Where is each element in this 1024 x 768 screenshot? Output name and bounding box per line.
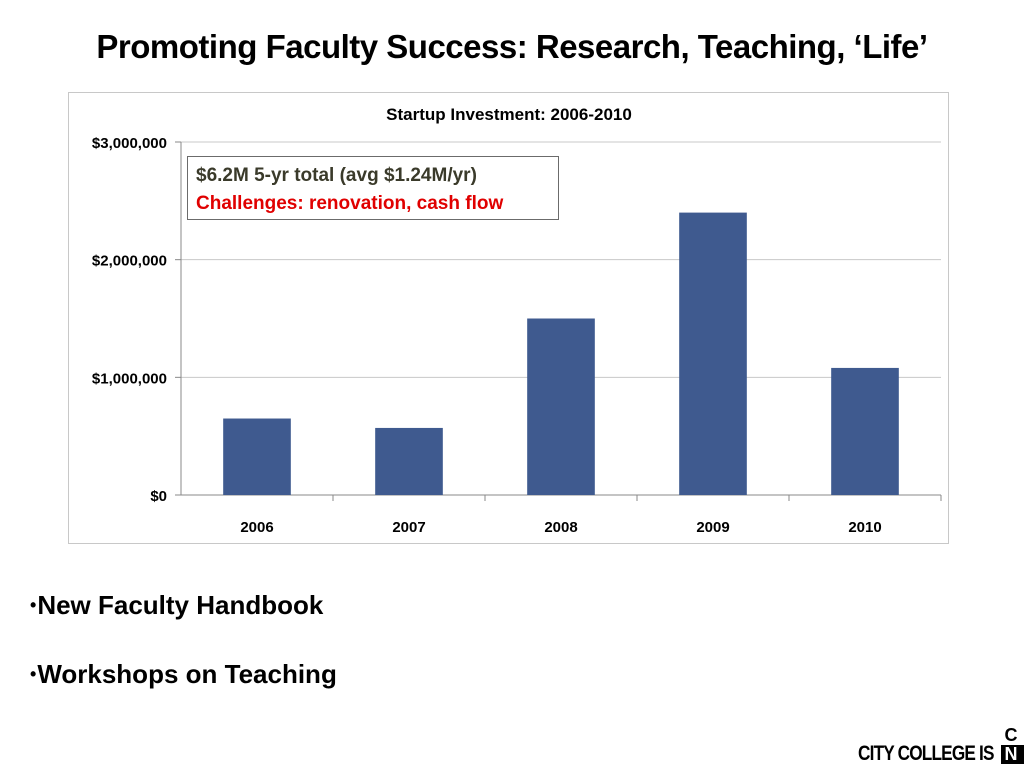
logo-mark-letter: N <box>1001 745 1021 764</box>
logo-mark-letter: C <box>1001 726 1021 745</box>
bar-chart: Startup Investment: 2006-2010 $0 $1,000,00… <box>92 105 942 536</box>
annotation-challenges: Challenges: renovation, cash flow <box>196 193 504 214</box>
bullet-item-workshops: Workshops on Teaching <box>30 659 337 690</box>
bar-2007 <box>375 427 443 495</box>
bar-2010 <box>831 367 899 495</box>
y-tick-label: $0 <box>150 488 167 505</box>
bullet-text: New Faculty Handbook <box>37 590 324 620</box>
cuny-mark: C U N Y <box>1001 726 1024 764</box>
bar-2009 <box>679 212 747 495</box>
x-tick-label: 2007 <box>392 519 425 536</box>
bar-2008 <box>527 318 595 495</box>
x-tick-label: 2010 <box>848 519 881 536</box>
bar-2006 <box>223 418 291 495</box>
logo-text: CITY COLLEGE IS <box>858 742 995 765</box>
bullet-text: Workshops on Teaching <box>37 659 337 689</box>
chart-title: Startup Investment: 2006-2010 <box>386 105 632 124</box>
x-tick-label: 2008 <box>544 519 577 536</box>
annotation-box: $6.2M 5-yr total (avg $1.24M/yr) Challen… <box>187 156 559 220</box>
x-tick-label: 2006 <box>240 519 273 536</box>
y-tick-label: $2,000,000 <box>92 253 167 270</box>
bullet-item-handbook: New Faculty Handbook <box>30 590 337 621</box>
x-tick-label: 2009 <box>696 519 729 536</box>
bullet-list: New Faculty Handbook Workshops on Teachi… <box>30 590 337 728</box>
y-tick-label: $1,000,000 <box>92 370 167 387</box>
ccny-logo: CITY COLLEGE IS C U N Y <box>858 726 1024 765</box>
logo-mark-letter: U <box>1020 726 1024 745</box>
annotation-total: $6.2M 5-yr total (avg $1.24M/yr) <box>196 165 477 186</box>
y-tick-label: $3,000,000 <box>92 135 167 152</box>
slide-title: Promoting Faculty Success: Research, Tea… <box>96 28 928 65</box>
logo-mark-letter: Y <box>1020 745 1024 764</box>
